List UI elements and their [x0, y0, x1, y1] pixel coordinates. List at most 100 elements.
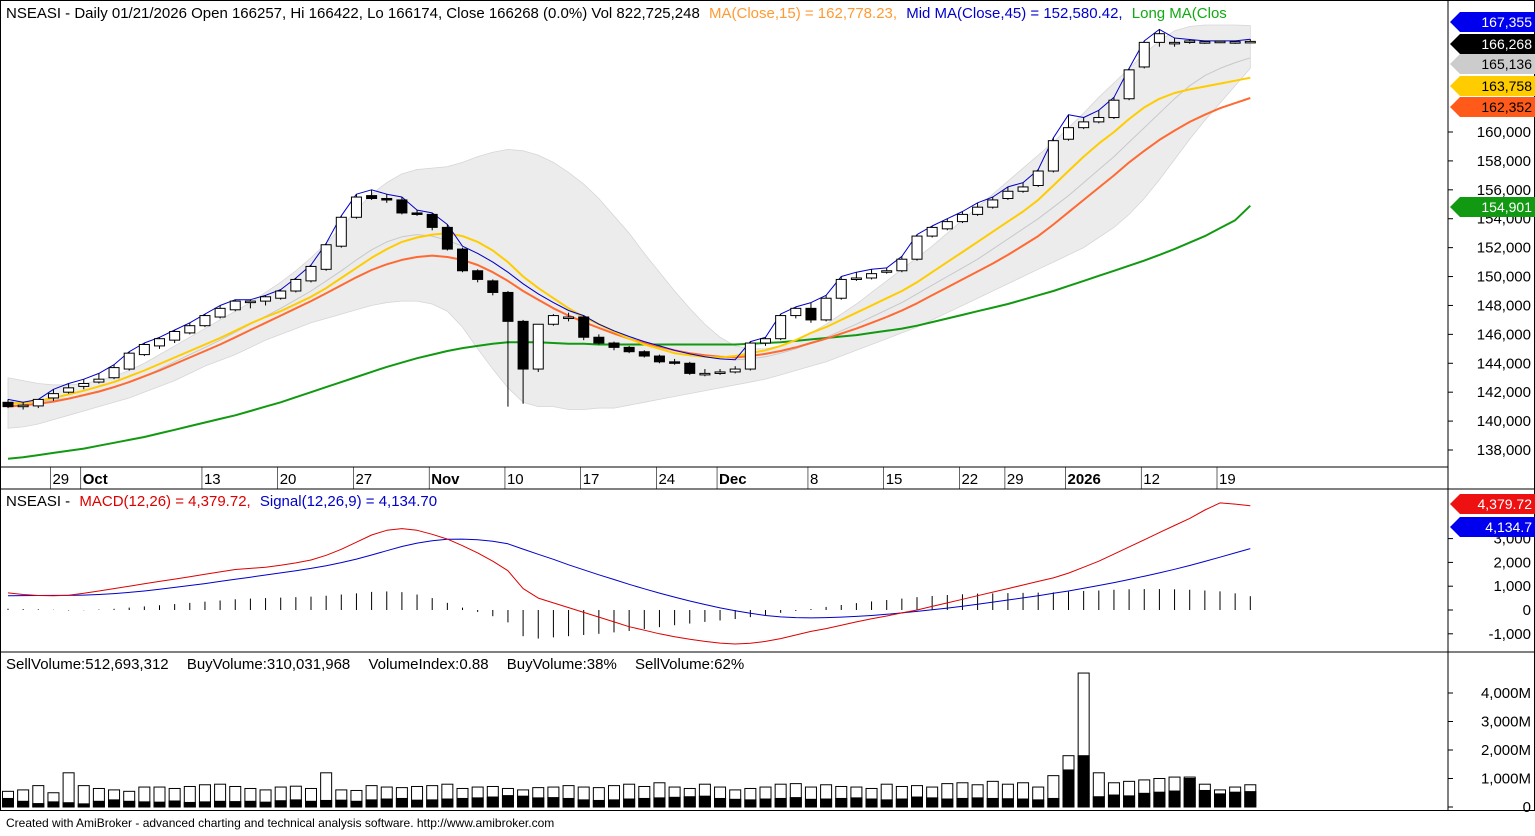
panel-frames: [0, 0, 1535, 811]
signal-line: [7, 538, 1251, 619]
sell-volume-bar: [1001, 798, 1014, 808]
sell-volume-bar: [153, 801, 166, 808]
sell-volume-bar: [229, 801, 242, 808]
sell-volume-bar: [941, 798, 954, 808]
candle-body: [1078, 121, 1090, 129]
volume-header-buy-pct: BuyVolume:38%: [507, 656, 617, 673]
candle-body: [987, 199, 999, 208]
candle-body: [396, 199, 408, 214]
sell-volume-bar: [259, 801, 272, 808]
sell-volume-bar: [971, 797, 984, 808]
volume-tick-label: 4,000M: [1481, 685, 1531, 702]
sell-volume-bar: [138, 801, 151, 808]
candle-body: [457, 248, 468, 272]
volume-bars: [2, 672, 1257, 808]
sell-volume-bar: [32, 803, 45, 808]
price-header: NSEASI - Daily 01/21/2026 Open 166257, H…: [6, 5, 1227, 22]
sell-volume-bar: [501, 795, 514, 808]
value-tag-label-ma15: 163,758: [1481, 78, 1532, 94]
candle-body: [320, 244, 332, 270]
price-tick-label: 138,000: [1477, 442, 1531, 459]
sell-volume-bar: [92, 800, 105, 808]
sell-volume-bar: [1138, 792, 1151, 808]
candle-body: [381, 197, 393, 201]
sell-volume-bar: [2, 797, 14, 808]
macd-tag-signal: [1450, 517, 1535, 537]
macd-line: [7, 502, 1251, 645]
candle-body: [366, 195, 378, 199]
sell-volume-bar: [1153, 791, 1166, 808]
sell-volume-bar: [744, 799, 757, 808]
date-label: 24: [658, 471, 675, 488]
sell-volume-bar: [714, 797, 727, 808]
sell-volume-bar: [395, 797, 408, 808]
sell-volume-bar: [774, 797, 787, 808]
sell-volume-bar: [865, 798, 878, 808]
macd-header-signal: Signal(12,26,9) = 4,134.70: [260, 493, 437, 510]
candle-body: [441, 226, 453, 250]
sell-volume-bar: [123, 800, 136, 808]
candle-body: [1214, 40, 1226, 44]
candle-body: [229, 300, 241, 311]
candle-body: [866, 273, 878, 279]
sell-volume-bar: [517, 795, 530, 808]
value-tag-upper_band: [1450, 12, 1535, 32]
date-label: 15: [886, 471, 903, 488]
date-label: 8: [810, 471, 818, 488]
sell-volume-bar: [880, 799, 893, 808]
sell-volume-bar: [668, 796, 681, 808]
candle-body: [926, 226, 938, 237]
sell-volume-bar: [820, 798, 833, 808]
candle-body: [608, 342, 620, 348]
candle-body: [411, 212, 423, 215]
price-panel[interactable]: 138,000 140,000 142,000 144,000 146,000 148,0…: [2, 5, 1535, 460]
candle-body: [1184, 40, 1196, 43]
candle-body: [1229, 41, 1241, 44]
price-axis-ticks: 138,000 140,000 142,000 144,000 146,000 148,0…: [1448, 124, 1531, 459]
candle-body: [78, 383, 90, 387]
candle-body: [593, 336, 605, 344]
candle-body: [426, 213, 438, 228]
candle-body: [350, 196, 362, 218]
volume-header-index: VolumeIndex:0.88: [368, 656, 488, 673]
sell-volume-bar: [1107, 794, 1120, 808]
candle-body: [1123, 69, 1135, 100]
date-label: 27: [355, 471, 372, 488]
candle-body: [820, 297, 832, 321]
macd-lines: [7, 502, 1251, 645]
sell-volume-bar: [1017, 798, 1030, 808]
sell-volume-bar: [1092, 796, 1105, 808]
volume-axis-ticks: 0 1,000M 2,000M 3,000M 4,000M: [1448, 685, 1531, 816]
candle-body: [911, 235, 923, 260]
sell-volume-bar: [380, 798, 393, 808]
candle-body: [1169, 41, 1181, 45]
macd-tag-macd: [1450, 494, 1535, 514]
candle-body: [1002, 190, 1014, 199]
candle-body: [790, 307, 802, 317]
value-tag-label-mid_band: 165,136: [1481, 56, 1532, 72]
sell-volume-bar: [532, 797, 545, 808]
price-tick-label: 158,000: [1477, 153, 1531, 170]
sell-volume-bar: [108, 799, 121, 808]
price-header-mid-ma: Mid MA(Close,45) = 152,580.42,: [906, 5, 1122, 22]
sell-volume-bar: [789, 797, 802, 808]
volume-panel[interactable]: 0 1,000M 2,000M 3,000M 4,000M SellVolume:512…: [2, 656, 1532, 816]
candle-body: [305, 265, 317, 282]
macd-histogram: [7, 589, 1251, 639]
date-label: Oct: [83, 471, 108, 488]
sell-volume-bar: [1198, 789, 1211, 808]
sell-volume-bar: [926, 797, 939, 808]
candle-body: [1047, 140, 1059, 172]
sell-volume-bar: [956, 797, 969, 808]
candle-body: [881, 270, 893, 273]
sell-volume-bar: [320, 799, 333, 808]
candle-body: [563, 316, 575, 320]
candle-body: [472, 270, 484, 280]
bollinger-band-fill: [7, 24, 1251, 429]
sell-volume-bar: [608, 799, 620, 808]
candle-body: [1199, 41, 1211, 44]
